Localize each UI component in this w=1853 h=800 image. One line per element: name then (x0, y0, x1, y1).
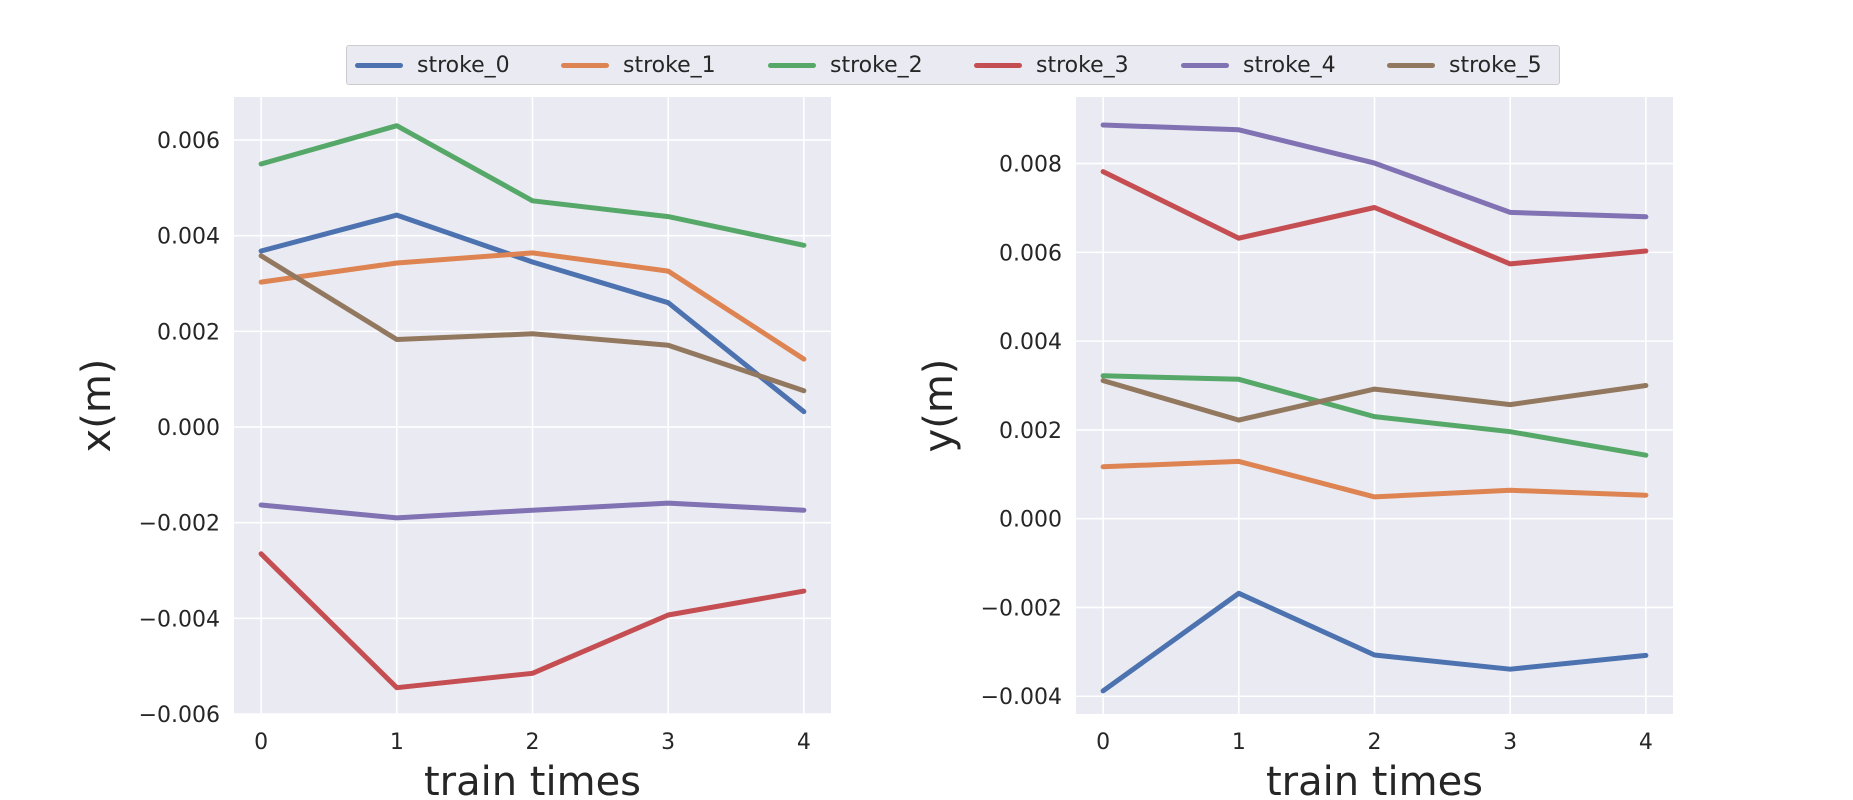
x-tick-label: 2 (1368, 730, 1382, 755)
series-line-stroke-5 (258, 253, 807, 394)
legend-item-stroke-4: stroke_4 (1181, 46, 1336, 84)
y-tick-label: −0.002 (139, 512, 220, 537)
x-tick-label: 0 (254, 730, 268, 755)
y-tick-label: 0.006 (157, 129, 220, 154)
series-line-stroke-5 (1100, 378, 1649, 423)
legend-item-stroke-1: stroke_1 (561, 46, 716, 84)
series-line-stroke-0 (1100, 590, 1649, 694)
series-line-stroke-1 (1100, 458, 1649, 500)
x-tick-label: 3 (661, 730, 675, 755)
x-axis-label: train times (424, 759, 641, 800)
x-tick-label: 4 (797, 730, 811, 755)
y-tick-label: 0.002 (999, 419, 1062, 444)
x-tick-label: 4 (1639, 730, 1653, 755)
series-line-stroke-4 (258, 500, 807, 521)
legend-swatch-stroke-1 (561, 62, 609, 68)
legend-label-stroke-2: stroke_2 (830, 52, 923, 78)
legend-item-stroke-0: stroke_0 (355, 46, 510, 84)
series-line-stroke-3 (1100, 169, 1649, 267)
legend-swatch-stroke-3 (974, 62, 1022, 68)
legend-item-stroke-3: stroke_3 (974, 46, 1129, 84)
y-tick-label: 0.000 (999, 508, 1062, 533)
chart-panel-0: 0 1 2 3 4 −0.006 −0.004 −0.002 0.000 0.002 0.004 0.… (74, 97, 831, 800)
legend-item-stroke-2: stroke_2 (768, 46, 923, 84)
y-tick-label: 0.002 (157, 320, 220, 345)
series-line-stroke-2 (1100, 373, 1649, 458)
y-tick-label: −0.004 (139, 607, 220, 632)
legend-label-stroke-3: stroke_3 (1036, 52, 1129, 78)
x-axis-label: train times (1266, 759, 1483, 800)
y-axis-label: y(m) (916, 359, 962, 453)
series-line-stroke-2 (258, 123, 807, 248)
legend-swatch-stroke-2 (768, 62, 816, 68)
legend-label-stroke-1: stroke_1 (623, 52, 716, 78)
y-tick-label: −0.006 (139, 703, 220, 728)
x-tick-label: 1 (1232, 730, 1246, 755)
series-line-stroke-4 (1100, 122, 1649, 220)
y-tick-label: 0.004 (157, 225, 220, 250)
y-tick-label: 0.008 (999, 153, 1062, 178)
legend: stroke_0 stroke_1 stroke_2 stroke_3 stro… (346, 45, 1560, 85)
legend-label-stroke-0: stroke_0 (417, 52, 510, 78)
series-line-stroke-3 (258, 551, 807, 691)
y-tick-label: −0.002 (981, 596, 1062, 621)
legend-item-stroke-5: stroke_5 (1387, 46, 1542, 84)
x-tick-label: 0 (1096, 730, 1110, 755)
series-line-stroke-0 (258, 212, 807, 415)
x-tick-label: 3 (1503, 730, 1517, 755)
legend-label-stroke-4: stroke_4 (1243, 52, 1336, 78)
y-tick-label: 0.006 (999, 241, 1062, 266)
series-line-stroke-1 (258, 250, 807, 362)
legend-swatch-stroke-0 (355, 62, 403, 68)
legend-swatch-stroke-5 (1387, 62, 1435, 68)
legend-label-stroke-5: stroke_5 (1449, 52, 1542, 78)
y-tick-label: 0.004 (999, 330, 1062, 355)
chart-panel-1: 0 1 2 3 4 −0.004 −0.002 0.000 0.002 0.004 0.006 0.0… (916, 97, 1673, 800)
y-axis-label: x(m) (74, 359, 120, 453)
y-tick-label: 0.000 (157, 416, 220, 441)
x-tick-label: 2 (526, 730, 540, 755)
y-tick-label: −0.004 (981, 685, 1062, 710)
x-tick-label: 1 (390, 730, 404, 755)
legend-swatch-stroke-4 (1181, 62, 1229, 68)
